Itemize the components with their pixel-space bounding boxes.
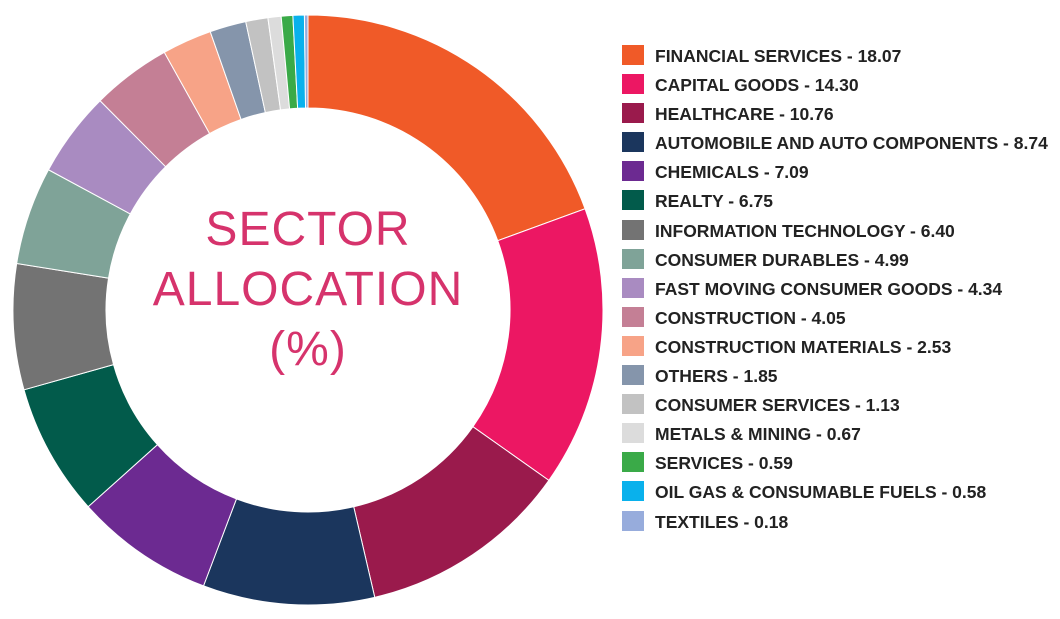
chart-title-line-3: (%) (269, 323, 347, 376)
legend-item-capital-goods: CAPITAL GOODS - 14.30 (622, 73, 1054, 98)
legend-swatch (622, 365, 644, 386)
legend-label: SERVICES - 0.59 (655, 453, 793, 474)
legend-item-oil-gas-consumable-fuels: OIL GAS & CONSUMABLE FUELS - 0.58 (622, 480, 1054, 505)
legend-item-realty: REALTY - 6.75 (622, 189, 1054, 214)
chart-title: SECTOR ALLOCATION (%) (108, 200, 508, 380)
legend-swatch (622, 510, 644, 531)
legend-item-construction-materials: CONSTRUCTION MATERIALS - 2.53 (622, 335, 1054, 360)
legend-item-financial-services: FINANCIAL SERVICES - 18.07 (622, 44, 1054, 69)
legend-swatch (622, 277, 644, 298)
legend-label: CONSTRUCTION MATERIALS - 2.53 (655, 336, 952, 357)
legend-swatch (622, 219, 644, 240)
legend-label: OTHERS - 1.85 (655, 366, 778, 387)
legend-swatch (622, 190, 644, 211)
legend-label: OIL GAS & CONSUMABLE FUELS - 0.58 (655, 482, 987, 503)
chart-title-line-2: ALLOCATION (152, 263, 464, 316)
legend-label: CONSTRUCTION - 4.05 (655, 307, 846, 328)
legend-label: FAST MOVING CONSUMER GOODS - 4.34 (655, 278, 1003, 299)
legend-swatch (622, 132, 644, 153)
legend-item-construction: CONSTRUCTION - 4.05 (622, 306, 1054, 331)
donut-chart (12, 14, 604, 606)
legend-swatch (622, 161, 644, 182)
legend-item-services: SERVICES - 0.59 (622, 451, 1054, 476)
legend-swatch (622, 248, 644, 269)
legend-label: INFORMATION TECHNOLOGY - 6.40 (655, 220, 955, 241)
legend-item-textiles: TEXTILES - 0.18 (622, 510, 1054, 535)
legend-item-fast-moving-consumer-goods: FAST MOVING CONSUMER GOODS - 4.34 (622, 277, 1054, 302)
legend-item-information-technology: INFORMATION TECHNOLOGY - 6.40 (622, 219, 1054, 244)
chart-title-line-1: SECTOR (205, 203, 411, 256)
slice-financial-services (307, 14, 586, 242)
legend-item-consumer-services: CONSUMER SERVICES - 1.13 (622, 393, 1054, 418)
legend-swatch (622, 423, 644, 444)
legend-item-metals-mining: METALS & MINING - 0.67 (622, 422, 1054, 447)
legend-label: AUTOMOBILE AND AUTO COMPONENTS - 8.74 (655, 133, 1048, 154)
legend-item-healthcare: HEALTHCARE - 10.76 (622, 102, 1054, 127)
legend-label: REALTY - 6.75 (655, 191, 773, 212)
legend-swatch (622, 335, 644, 356)
legend-swatch (622, 394, 644, 415)
legend-swatch (622, 481, 644, 502)
legend-label: CAPITAL GOODS - 14.30 (655, 75, 859, 96)
legend-item-consumer-durables: CONSUMER DURABLES - 4.99 (622, 248, 1054, 273)
legend-label: CHEMICALS - 7.09 (655, 162, 809, 183)
legend-swatch (622, 103, 644, 124)
legend-swatch (622, 74, 644, 95)
legend-swatch (622, 306, 644, 327)
legend-label: CONSUMER DURABLES - 4.99 (655, 249, 909, 270)
legend-label: HEALTHCARE - 10.76 (655, 104, 834, 125)
legend-label: METALS & MINING - 0.67 (655, 424, 861, 445)
legend-label: CONSUMER SERVICES - 1.13 (655, 395, 900, 416)
chart-legend: FINANCIAL SERVICES - 18.07 CAPITAL GOODS … (622, 44, 1054, 539)
legend-label: FINANCIAL SERVICES - 18.07 (655, 46, 902, 66)
slice-textiles (303, 14, 309, 109)
legend-swatch (622, 452, 644, 473)
legend-swatch (622, 45, 644, 65)
legend-item-chemicals: CHEMICALS - 7.09 (622, 160, 1054, 185)
legend-label: TEXTILES - 0.18 (655, 511, 789, 532)
legend-item-others: OTHERS - 1.85 (622, 364, 1054, 389)
legend-item-automobile-and-auto-components: AUTOMOBILE AND AUTO COMPONENTS - 8.74 (622, 131, 1054, 156)
